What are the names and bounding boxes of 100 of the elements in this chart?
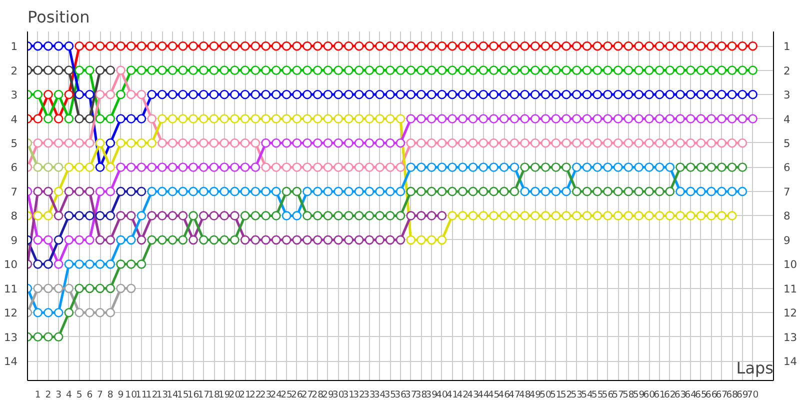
point — [323, 235, 333, 245]
y-tick-label: 5 — [10, 136, 18, 150]
x-tick-label: 5 — [76, 390, 82, 400]
x-tick-label: 53 — [570, 390, 583, 400]
y-tick-label: 10 — [4, 258, 18, 272]
x-tick-label: 23 — [260, 390, 272, 400]
point — [116, 186, 126, 196]
point — [198, 211, 208, 220]
x-tick-label: 22 — [250, 390, 262, 400]
point — [54, 211, 64, 220]
x-tick-label: 34 — [374, 390, 386, 400]
x-tick-label: 38 — [415, 390, 428, 400]
point — [54, 235, 64, 245]
y2-tick-label: 12 — [784, 306, 798, 320]
y-tick-label: 11 — [4, 282, 18, 296]
point — [272, 235, 281, 245]
point — [220, 211, 230, 220]
point — [116, 211, 126, 220]
point — [64, 186, 74, 196]
y-tick-label: 14 — [4, 355, 18, 368]
point — [74, 186, 84, 196]
point — [250, 235, 260, 245]
point — [74, 211, 84, 220]
y-tick-label: 1 — [10, 40, 18, 54]
point — [95, 235, 105, 245]
point — [33, 162, 43, 172]
x-tick-label: 54 — [581, 390, 593, 400]
x-tick-label: 16 — [187, 390, 200, 400]
point — [437, 211, 447, 220]
point — [364, 235, 374, 245]
point — [44, 162, 53, 172]
x-tick-label: 14 — [166, 390, 179, 400]
x-tick-label: 7 — [97, 390, 104, 400]
x-tick-label: 20 — [228, 390, 241, 400]
point — [178, 211, 188, 220]
x-tick-label: 64 — [684, 390, 697, 400]
y2-tick-label: 11 — [784, 282, 798, 296]
y2-tick-label: 7 — [784, 185, 790, 198]
point — [396, 235, 406, 245]
x-tick-label: 51 — [550, 390, 562, 400]
point — [85, 308, 94, 318]
x-tick-label: 44 — [477, 390, 490, 400]
x-tick-label: 2 — [45, 390, 52, 400]
y2-tick-label: 1 — [784, 40, 790, 54]
point — [312, 235, 322, 245]
x-tick-label: 35 — [384, 390, 396, 400]
y-tick-label: 6 — [10, 161, 18, 174]
point — [54, 284, 64, 294]
y-tick-label: 12 — [4, 306, 18, 320]
x-tick-label: 43 — [467, 390, 480, 400]
x-tick-label: 36 — [394, 390, 406, 400]
point — [126, 186, 136, 196]
point — [209, 211, 219, 220]
x-tick-label: 18 — [208, 390, 220, 400]
y-tick-label: 9 — [10, 234, 18, 247]
point — [426, 211, 436, 220]
x-tick-label: 70 — [746, 390, 759, 400]
point — [158, 211, 167, 220]
point — [354, 235, 364, 245]
point — [95, 66, 105, 75]
point — [302, 235, 312, 245]
x-tick-label: 40 — [436, 390, 448, 400]
x-tick-label: 65 — [695, 390, 707, 400]
x-tick-label: 8 — [107, 390, 114, 400]
x-tick-label: 50 — [540, 390, 552, 400]
y-tick-label: 4 — [10, 112, 18, 126]
point — [74, 114, 84, 124]
point — [230, 211, 240, 220]
x-tick-label: 62 — [664, 390, 676, 400]
x-tick-label: 39 — [426, 390, 438, 400]
point — [416, 211, 426, 220]
point — [64, 66, 74, 75]
point — [106, 235, 116, 245]
x-tick-label: 32 — [353, 390, 365, 400]
x-tick-label: 3 — [56, 390, 62, 400]
point — [136, 235, 146, 245]
point — [44, 186, 53, 196]
point — [168, 211, 178, 220]
x-tick-label: 30 — [332, 390, 344, 400]
x-tick-label: 47 — [508, 390, 520, 400]
x-tick-label: 56 — [602, 390, 614, 400]
x-tick-label: 59 — [632, 390, 645, 400]
y2-tick-label: 3 — [784, 88, 790, 102]
point — [292, 235, 302, 245]
point — [44, 260, 53, 269]
x-tick-label: 68 — [726, 390, 738, 400]
point — [106, 211, 116, 220]
x-tick-label: 45 — [488, 390, 500, 400]
x-tick-label: 60 — [643, 390, 656, 400]
x-tick-label: 61 — [654, 390, 666, 400]
x-axis-title: Laps — [736, 358, 774, 378]
x-tick-label: 67 — [716, 390, 728, 400]
x-tick-label: 58 — [622, 390, 634, 400]
point — [406, 211, 416, 220]
point — [375, 235, 384, 245]
point — [33, 66, 43, 75]
point — [85, 211, 94, 220]
y-axis-title: Position — [28, 8, 90, 26]
y-tick-label: 3 — [10, 88, 18, 102]
x-tick-label: 26 — [290, 390, 303, 400]
